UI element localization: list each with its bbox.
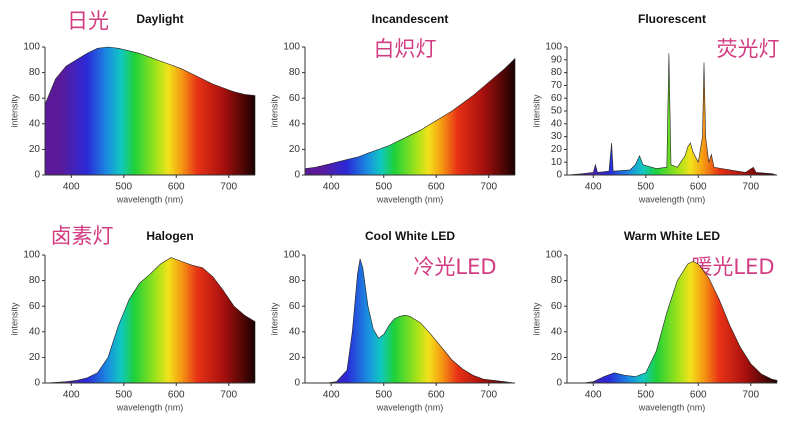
annotation: 冷光LED (413, 255, 496, 279)
panel-title: Halogen (146, 229, 193, 243)
x-axis-label: wavelength (nm) (638, 402, 706, 412)
spectrum-area (567, 261, 778, 384)
y-tick-label: 100 (545, 42, 562, 53)
panel-title: Cool White LED (365, 229, 455, 243)
x-tick-label: 700 (742, 390, 759, 401)
y-tick-label: 80 (551, 67, 563, 78)
x-tick-label: 700 (742, 182, 759, 193)
y-tick-label: 20 (29, 144, 41, 155)
y-tick-label: 100 (23, 42, 40, 53)
y-tick-label: 40 (29, 326, 41, 337)
y-tick-label: 20 (29, 352, 41, 363)
y-axis-label: intensity (9, 302, 19, 336)
y-axis-label: intensity (9, 94, 19, 128)
y-tick-label: 40 (551, 118, 563, 129)
x-axis-label: wavelength (nm) (376, 402, 444, 412)
x-tick-label: 600 (428, 390, 445, 401)
annotation: 白炽灯 (374, 37, 437, 61)
y-tick-label: 0 (294, 378, 300, 389)
spectrum-area (304, 57, 516, 176)
y-tick-label: 20 (289, 352, 301, 363)
x-tick-label: 600 (690, 390, 707, 401)
x-tick-label: 500 (115, 182, 132, 193)
x-tick-label: 600 (168, 182, 185, 193)
y-tick-label: 0 (556, 378, 562, 389)
y-tick-label: 0 (34, 170, 40, 181)
y-tick-label: 80 (289, 67, 301, 78)
annotation: 荧光灯 (717, 37, 780, 61)
x-tick-label: 500 (115, 390, 132, 401)
x-tick-label: 500 (637, 390, 654, 401)
y-tick-label: 60 (551, 301, 563, 312)
y-tick-label: 80 (29, 67, 41, 78)
x-tick-label: 700 (480, 182, 497, 193)
y-tick-label: 60 (289, 93, 301, 104)
y-tick-label: 20 (551, 144, 563, 155)
y-tick-label: 80 (29, 275, 41, 286)
x-axis-label: wavelength (nm) (376, 194, 444, 204)
y-tick-label: 80 (551, 275, 563, 286)
panel-title: Fluorescent (638, 12, 706, 26)
y-tick-label: 0 (34, 378, 40, 389)
x-tick-label: 400 (63, 182, 80, 193)
y-tick-label: 40 (289, 326, 301, 337)
x-tick-label: 400 (585, 182, 602, 193)
x-tick-label: 500 (375, 182, 392, 193)
y-tick-label: 0 (556, 170, 562, 181)
panel-title: Daylight (136, 12, 183, 26)
x-tick-label: 600 (168, 390, 185, 401)
x-tick-label: 600 (690, 182, 707, 193)
panel-title: Warm White LED (624, 229, 721, 243)
x-tick-label: 500 (375, 390, 392, 401)
x-axis-label: wavelength (nm) (638, 194, 706, 204)
x-tick-label: 700 (220, 390, 237, 401)
y-axis-label: intensity (531, 302, 541, 336)
y-tick-label: 50 (551, 106, 563, 117)
y-tick-label: 0 (294, 170, 300, 181)
y-axis-label: intensity (531, 94, 541, 128)
y-tick-label: 40 (29, 118, 41, 129)
y-tick-label: 100 (283, 42, 300, 53)
spectrum-area (566, 53, 778, 176)
x-axis-label: wavelength (nm) (116, 402, 184, 412)
y-tick-label: 40 (289, 118, 301, 129)
y-tick-label: 60 (289, 301, 301, 312)
y-tick-label: 100 (23, 250, 40, 261)
y-tick-label: 60 (551, 93, 563, 104)
annotation: 日光 (67, 9, 109, 33)
x-tick-label: 600 (428, 182, 445, 193)
x-tick-label: 400 (323, 182, 340, 193)
y-tick-label: 70 (551, 80, 563, 91)
y-tick-label: 100 (545, 250, 562, 261)
y-tick-label: 10 (551, 157, 563, 168)
x-axis-label: wavelength (nm) (116, 194, 184, 204)
y-tick-label: 60 (29, 93, 41, 104)
x-tick-label: 400 (585, 390, 602, 401)
spectrum-area (305, 258, 516, 384)
annotation: 卤素灯 (51, 224, 114, 248)
x-tick-label: 700 (480, 390, 497, 401)
spectrum-area (44, 46, 256, 176)
y-tick-label: 100 (283, 250, 300, 261)
y-tick-label: 20 (289, 144, 301, 155)
y-tick-label: 20 (551, 352, 563, 363)
y-tick-label: 40 (551, 326, 563, 337)
y-tick-label: 80 (289, 275, 301, 286)
y-axis-label: intensity (269, 302, 279, 336)
y-axis-label: intensity (269, 94, 279, 128)
x-tick-label: 500 (637, 182, 654, 193)
x-tick-label: 700 (220, 182, 237, 193)
panel-title: Incandescent (372, 12, 449, 26)
y-tick-label: 90 (551, 54, 563, 65)
y-tick-label: 30 (551, 131, 563, 142)
x-tick-label: 400 (63, 390, 80, 401)
spectrum-area (44, 257, 256, 384)
y-tick-label: 60 (29, 301, 41, 312)
x-tick-label: 400 (323, 390, 340, 401)
